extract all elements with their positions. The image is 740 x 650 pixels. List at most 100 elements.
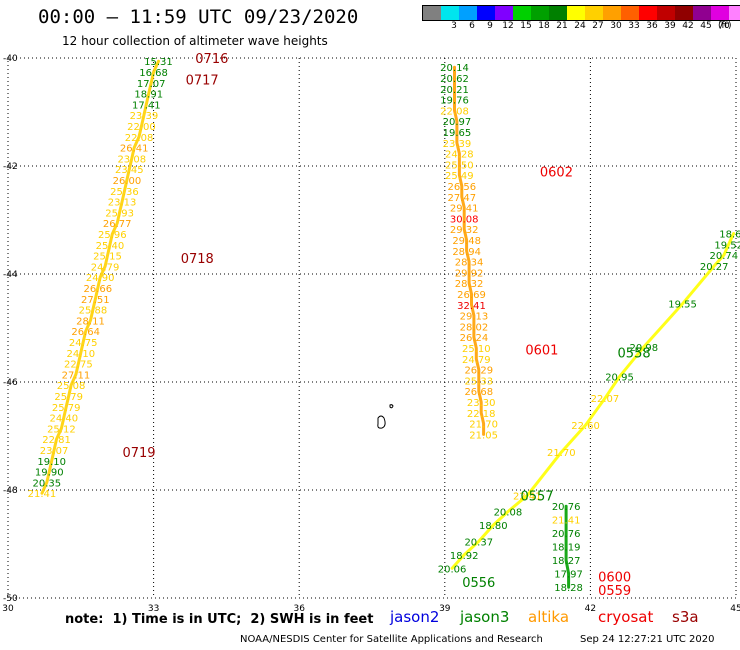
labels: 15.3116.6817.0718.9117.4123.3922.0022.08…	[28, 52, 740, 599]
wave-height-label: 20.27	[700, 262, 729, 273]
wave-height-label: 26.56	[447, 182, 476, 193]
wave-height-label: 17.97	[554, 570, 583, 581]
wave-height-label: 20.95	[605, 373, 634, 384]
wave-height-label: 17.41	[132, 100, 161, 111]
x-tick-label: 30	[2, 604, 14, 614]
wave-height-label: 23.13	[108, 198, 137, 209]
wave-height-label: 20.21	[440, 85, 469, 96]
wave-height-label: 22.41	[513, 491, 542, 502]
wave-height-label: 24.79	[91, 262, 120, 273]
wave-height-label: 25.93	[105, 208, 134, 219]
wave-height-label: 17.07	[137, 79, 166, 90]
legend-swatch	[495, 6, 513, 20]
time-label: 0719	[122, 446, 155, 461]
axes: 30 33 36 39 42 45 -40 -42 -44 -46 -48 -50	[2, 54, 740, 614]
wave-height-label: 22.60	[571, 421, 600, 432]
track-line	[564, 504, 571, 589]
y-tick-label: -50	[3, 594, 18, 604]
wave-height-label: 30.08	[450, 214, 479, 225]
wave-height-label: 24.40	[49, 414, 78, 425]
legend-tick: 18	[538, 21, 550, 31]
wave-height-label: 19.52	[714, 240, 740, 251]
wave-height-label: 18.67	[719, 230, 740, 241]
wave-height-label: 20.76	[552, 502, 581, 513]
wave-height-label: 19.65	[443, 128, 472, 139]
legend-tick: 3	[451, 21, 457, 31]
legend-swatch	[711, 6, 729, 20]
wave-height-label: 26.66	[83, 284, 112, 295]
wave-height-label: 29.48	[452, 236, 481, 247]
wave-height-label: 23.07	[40, 446, 69, 457]
x-tick-label: 45	[730, 604, 740, 614]
wave-height-label: 23.45	[115, 165, 144, 176]
wave-height-label: 25.79	[54, 392, 83, 403]
satellite-altika: altika	[528, 608, 570, 626]
legend-tick: 6	[469, 21, 475, 31]
legend-swatch	[513, 6, 531, 20]
wave-height-label: 27.51	[81, 295, 110, 306]
wave-height-label: 28.11	[76, 316, 105, 327]
legend-swatch	[441, 6, 459, 20]
legend-swatch	[621, 6, 639, 20]
legend-swatch	[459, 6, 477, 20]
wave-height-label: 24.75	[69, 338, 98, 349]
tracks	[40, 59, 736, 589]
x-tick-label: 42	[585, 604, 596, 614]
time-label: 0717	[186, 74, 219, 89]
legend-swatch	[603, 6, 621, 20]
legend-swatch	[531, 6, 549, 20]
wave-height-label: 18.91	[134, 90, 163, 101]
wave-height-label: 20.62	[440, 74, 469, 85]
footer-timestamp: Sep 24 12:27:21 UTC 2020	[580, 634, 715, 645]
time-label: 0600	[598, 570, 631, 585]
time-label: 0556	[462, 576, 495, 591]
wave-height-label: 25.49	[445, 171, 474, 182]
legend-tick: 12	[502, 21, 514, 31]
wave-height-label: 22.81	[42, 435, 71, 446]
track-line	[40, 59, 160, 495]
color-scale-legend	[422, 5, 740, 21]
legend-tick: 30	[610, 21, 622, 31]
wave-height-label: 20.76	[552, 529, 581, 540]
time-label: 0602	[540, 165, 573, 180]
wave-height-label: 21.41	[28, 489, 57, 500]
wave-height-label: 21.05	[469, 430, 498, 441]
wave-height-label: 20.08	[494, 508, 523, 519]
legend-swatch	[477, 6, 495, 20]
legend-swatch	[585, 6, 603, 20]
wave-height-label: 20.35	[33, 478, 62, 489]
wave-height-label: 25.79	[52, 403, 81, 414]
wave-height-label: 28.32	[455, 279, 484, 290]
satellite-jason3: jason3	[460, 608, 510, 626]
wave-height-label: 15.31	[144, 57, 173, 68]
time-label: 0559	[598, 584, 631, 599]
wave-height-label: 29.92	[455, 268, 484, 279]
wave-height-label: 24.28	[445, 150, 474, 161]
wave-height-label: 22.75	[64, 360, 93, 371]
wave-height-label: 29.41	[450, 204, 479, 215]
legend-swatch	[693, 6, 711, 20]
wave-height-label: 26.69	[457, 290, 486, 301]
wave-height-label: 20.37	[464, 537, 493, 548]
legend-swatch	[639, 6, 657, 20]
wave-height-label: 25.15	[93, 252, 122, 263]
wave-height-label: 21.70	[469, 420, 498, 431]
legend-tick: 15	[520, 21, 532, 31]
wave-height-label: 18.92	[450, 551, 479, 562]
wave-height-label: 25.33	[464, 376, 493, 387]
legend-tick: 39	[664, 21, 676, 31]
chart-title: 00:00 – 11:59 UTC 09/23/2020	[38, 6, 359, 28]
wave-height-label: 22.08	[125, 133, 154, 144]
wave-height-label: 22.08	[440, 106, 469, 117]
wave-height-label: 28.02	[460, 322, 489, 333]
wave-height-label: 22.18	[467, 409, 496, 420]
wave-height-label: 24.79	[462, 355, 491, 366]
wave-height-label: 32.41	[457, 301, 486, 312]
legend-tick: 33	[628, 21, 640, 31]
wave-height-label: 20.14	[440, 63, 469, 74]
island-outline	[377, 404, 394, 429]
wave-height-label: 22.07	[591, 394, 620, 405]
track-line	[453, 65, 486, 436]
y-tick-label: -40	[3, 54, 18, 64]
